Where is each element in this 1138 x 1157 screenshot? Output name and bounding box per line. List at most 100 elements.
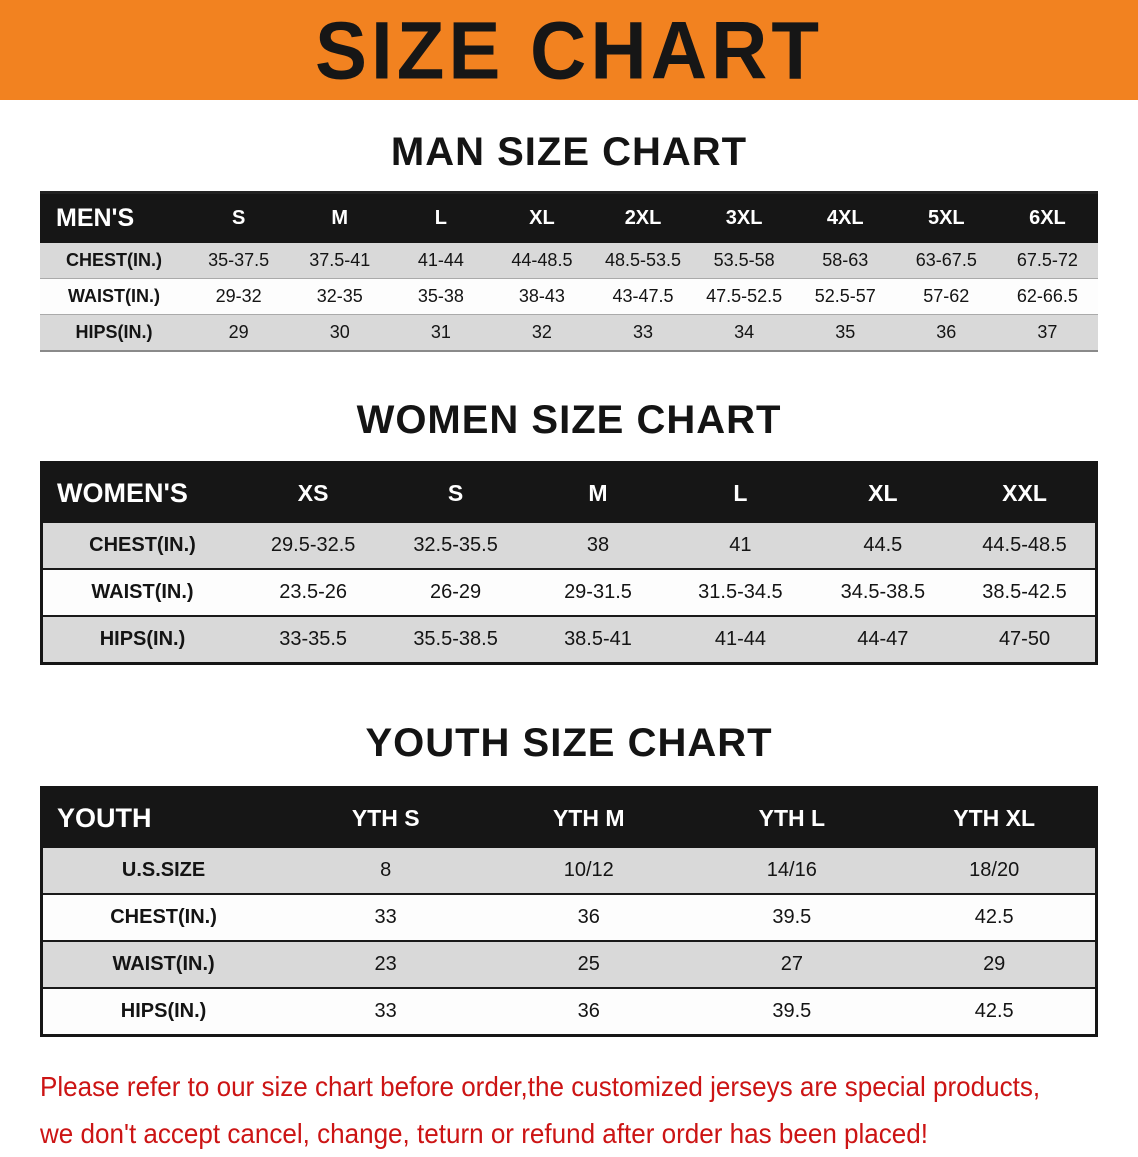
table-cell: 10/12 xyxy=(487,848,691,895)
column-header: 2XL xyxy=(592,192,694,243)
table-cell: 38 xyxy=(526,523,670,570)
table-row: WAIST(IN.) 23 25 27 29 xyxy=(41,941,1097,989)
column-header: YTH XL xyxy=(893,787,1097,848)
table-cell: 29 xyxy=(188,314,290,352)
column-header: 5XL xyxy=(895,192,997,243)
youth-size-chart-title: YOUTH SIZE CHART xyxy=(365,721,773,765)
table-cell: 35.5-38.5 xyxy=(384,616,527,665)
table-corner-label: MEN'S xyxy=(40,192,189,243)
table-cell: 47.5-52.5 xyxy=(693,278,795,315)
disclaimer-line-1: Please refer to our size chart before or… xyxy=(40,1071,1041,1102)
table-cell: 31.5-34.5 xyxy=(669,569,812,617)
table-cell: 26-29 xyxy=(384,569,527,617)
banner: SIZE CHART xyxy=(0,0,1138,100)
table-cell: 29.5-32.5 xyxy=(241,523,385,570)
row-label: HIPS(IN.) xyxy=(41,988,285,1037)
table-row: HIPS(IN.) 33 36 39.5 42.5 xyxy=(41,988,1097,1037)
row-label: HIPS(IN.) xyxy=(41,616,242,665)
table-corner-label: WOMEN'S xyxy=(41,462,242,523)
column-header: YTH S xyxy=(284,787,488,848)
column-header: XXL xyxy=(954,462,1097,523)
column-header: 6XL xyxy=(996,192,1098,243)
table-cell: 29-31.5 xyxy=(526,569,670,617)
table-cell: 47-50 xyxy=(954,616,1097,665)
man-size-chart-title: MAN SIZE CHART xyxy=(390,130,748,174)
row-label: WAIST(IN.) xyxy=(40,278,189,315)
women-size-chart-table: WOMEN'S XS S M L XL XXL CHEST(IN.) 29.5-32.5 32.5… xyxy=(40,461,1098,665)
table-cell: 41 xyxy=(669,523,812,570)
table-cell: 35-37.5 xyxy=(188,243,290,279)
column-header: L xyxy=(390,192,492,243)
column-header: S xyxy=(384,462,527,523)
table-corner-label: YOUTH xyxy=(41,787,285,848)
column-header: XL xyxy=(811,462,955,523)
table-cell: 33 xyxy=(284,894,488,942)
table-cell: 38.5-41 xyxy=(526,616,670,665)
table-cell: 53.5-58 xyxy=(693,243,795,279)
women-size-chart-title: WOMEN SIZE CHART xyxy=(356,398,782,442)
table-row: WAIST(IN.) 29-32 32-35 35-38 38-43 43-47.5 47.… xyxy=(40,278,1098,315)
table-cell: 35 xyxy=(794,314,896,352)
table-cell: 36 xyxy=(487,894,691,942)
row-label: CHEST(IN.) xyxy=(40,243,189,279)
table-cell: 29-32 xyxy=(188,278,290,315)
column-header: M xyxy=(526,462,670,523)
table-cell: 35-38 xyxy=(390,278,492,315)
table-row: U.S.SIZE 8 10/12 14/16 18/20 xyxy=(41,848,1097,895)
disclaimer-notice: Please refer to our size chart before or… xyxy=(40,1063,1138,1157)
column-header: XS xyxy=(241,462,385,523)
disclaimer-line-2: we don't accept cancel, change, teturn o… xyxy=(40,1118,929,1149)
table-cell: 37 xyxy=(996,314,1098,352)
table-cell: 30 xyxy=(289,314,391,352)
table-cell: 58-63 xyxy=(794,243,896,279)
table-cell: 39.5 xyxy=(690,894,894,942)
table-cell: 42.5 xyxy=(893,988,1097,1037)
youth-size-chart-table: YOUTH YTH S YTH M YTH L YTH XL U.S.SIZE 8 10/12… xyxy=(40,786,1098,1037)
table-cell: 57-62 xyxy=(895,278,997,315)
header-row: YOUTH YTH S YTH M YTH L YTH XL xyxy=(41,787,1097,848)
table-cell: 44-48.5 xyxy=(491,243,593,279)
table-cell: 31 xyxy=(390,314,492,352)
column-header: L xyxy=(669,462,812,523)
table-cell: 8 xyxy=(284,848,488,895)
column-header: M xyxy=(289,192,391,243)
table-cell: 36 xyxy=(895,314,997,352)
table-row: CHEST(IN.) 35-37.5 37.5-41 41-44 44-48.5 48.5… xyxy=(40,243,1098,279)
table-cell: 33-35.5 xyxy=(241,616,385,665)
youth-size-chart: YOUTH YTH S YTH M YTH L YTH XL U.S.SIZE 8 10/12… xyxy=(40,786,1098,1037)
table-cell: 34 xyxy=(693,314,795,352)
row-label: CHEST(IN.) xyxy=(41,894,285,942)
table-cell: 42.5 xyxy=(893,894,1097,942)
table-cell: 44.5 xyxy=(811,523,955,570)
women-size-chart: WOMEN'S XS S M L XL XXL CHEST(IN.) 29.5-32.5 32.5… xyxy=(40,461,1098,665)
table-cell: 32-35 xyxy=(289,278,391,315)
table-row: HIPS(IN.) 29 30 31 32 33 34 35 36 37 xyxy=(40,314,1098,352)
table-row: WAIST(IN.) 23.5-26 26-29 29-31.5 31.5-34.5 34… xyxy=(41,569,1097,617)
header-row: WOMEN'S XS S M L XL XXL xyxy=(41,462,1097,523)
header-row: MEN'S S M L XL 2XL 3XL 4XL 5XL 6XL xyxy=(40,192,1098,243)
table-cell: 67.5-72 xyxy=(996,243,1098,279)
column-header: 3XL xyxy=(693,192,795,243)
column-header: S xyxy=(188,192,290,243)
table-cell: 14/16 xyxy=(690,848,894,895)
men-size-chart: MEN'S S M L XL 2XL 3XL 4XL 5XL 6XL CHEST(IN.) 35-37… xyxy=(40,191,1098,352)
table-cell: 63-67.5 xyxy=(895,243,997,279)
row-label: WAIST(IN.) xyxy=(41,941,285,989)
table-cell: 44.5-48.5 xyxy=(954,523,1097,570)
table-cell: 29 xyxy=(893,941,1097,989)
table-cell: 39.5 xyxy=(690,988,894,1037)
table-cell: 32 xyxy=(491,314,593,352)
table-row: CHEST(IN.) 33 36 39.5 42.5 xyxy=(41,894,1097,942)
column-header: YTH M xyxy=(487,787,691,848)
table-cell: 18/20 xyxy=(893,848,1097,895)
table-cell: 38.5-42.5 xyxy=(954,569,1097,617)
banner-title: SIZE CHART xyxy=(315,3,823,96)
row-label: HIPS(IN.) xyxy=(40,314,189,352)
table-cell: 44-47 xyxy=(811,616,955,665)
table-cell: 23.5-26 xyxy=(241,569,385,617)
column-header: 4XL xyxy=(794,192,896,243)
row-label: CHEST(IN.) xyxy=(41,523,242,570)
table-row: CHEST(IN.) 29.5-32.5 32.5-35.5 38 41 44.5 44.5… xyxy=(41,523,1097,570)
table-cell: 25 xyxy=(487,941,691,989)
table-cell: 52.5-57 xyxy=(794,278,896,315)
